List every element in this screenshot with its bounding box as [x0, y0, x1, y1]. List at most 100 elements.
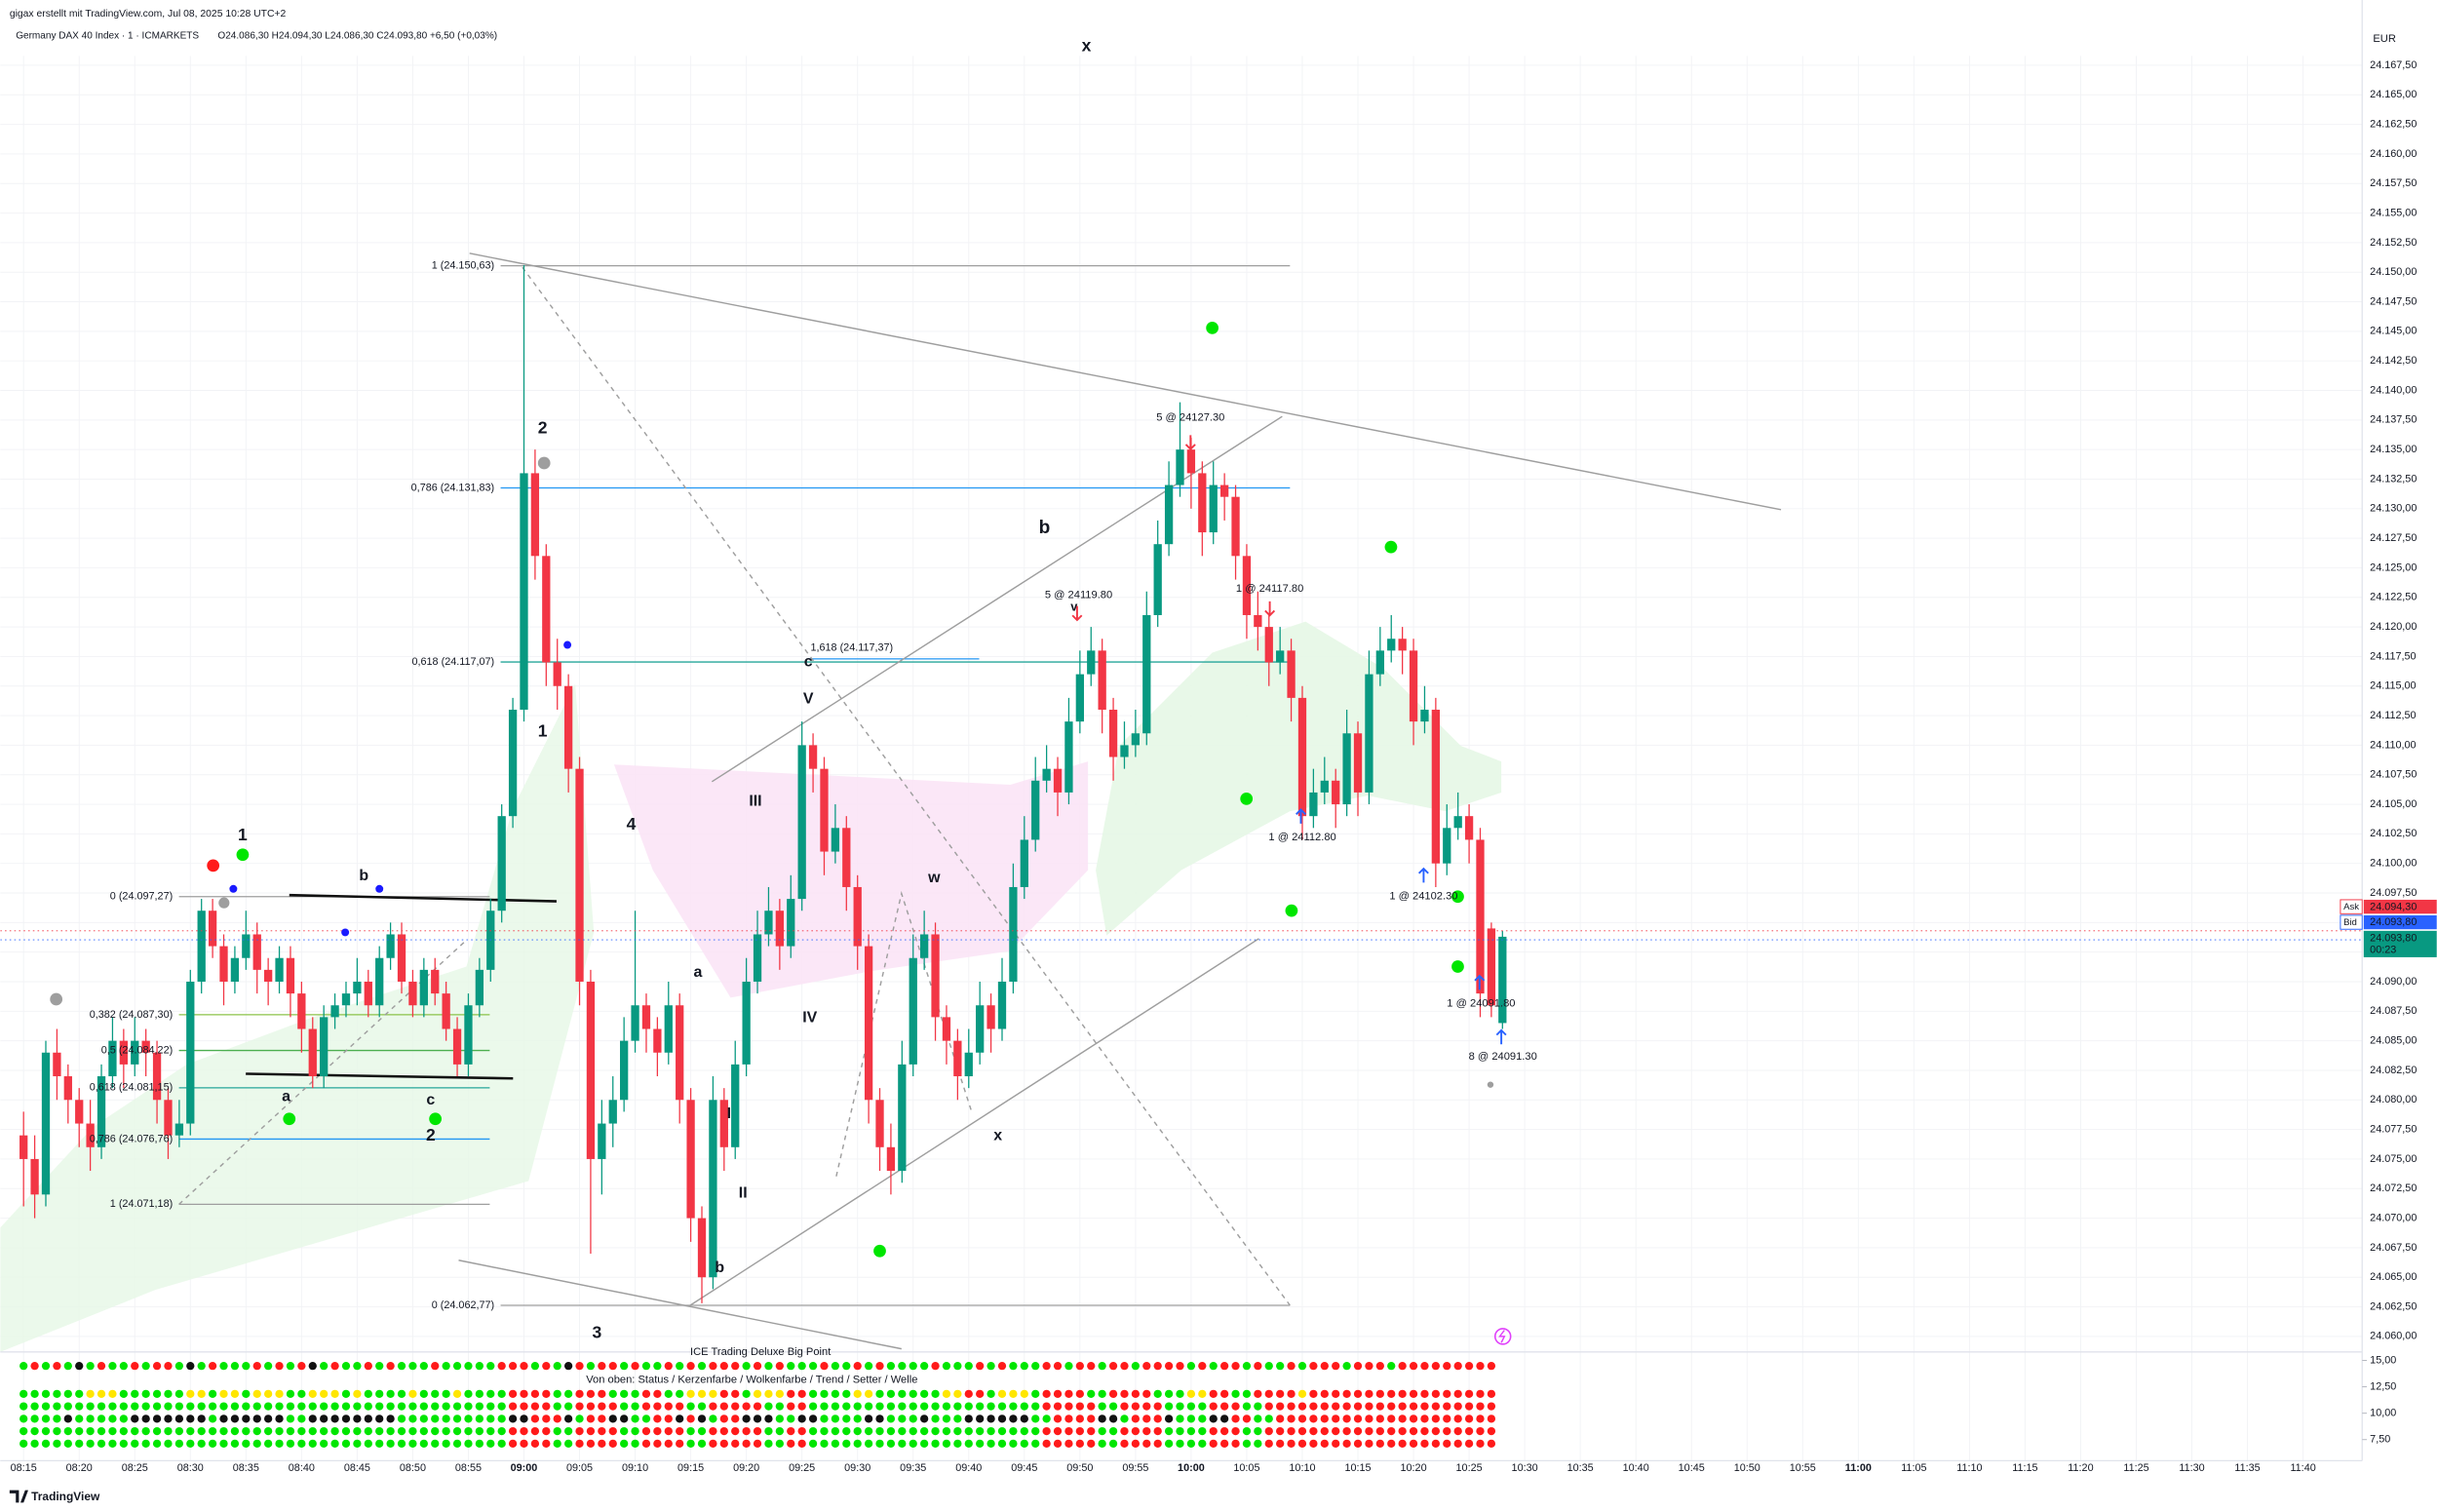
- candle-body: [575, 768, 584, 982]
- status-dot: [942, 1415, 951, 1423]
- candle-body: [1042, 768, 1051, 781]
- status-dot: [575, 1402, 584, 1411]
- status-dot: [53, 1426, 61, 1436]
- status-dot: [1453, 1362, 1462, 1371]
- candle-body: [386, 934, 395, 958]
- signal-dot: [1451, 890, 1464, 904]
- status-dot: [41, 1402, 51, 1411]
- status-dot: [1365, 1389, 1373, 1398]
- status-dot: [1320, 1389, 1329, 1398]
- status-dot: [19, 1402, 28, 1411]
- status-dot: [742, 1439, 751, 1449]
- status-dot: [97, 1362, 106, 1371]
- status-dot: [1353, 1426, 1363, 1436]
- status-dot: [230, 1415, 240, 1423]
- candle-body: [330, 1005, 339, 1018]
- status-dot: [719, 1415, 728, 1423]
- candle-body: [197, 911, 206, 982]
- candle-body: [41, 1052, 51, 1195]
- x-tick-label: 09:55: [1122, 1462, 1148, 1474]
- status-dot: [1176, 1426, 1184, 1436]
- status-dot: [1042, 1389, 1051, 1398]
- status-dot: [1042, 1402, 1051, 1411]
- status-dot: [709, 1389, 717, 1398]
- status-dot: [1164, 1362, 1174, 1371]
- status-dot: [620, 1415, 629, 1423]
- status-dot: [1087, 1426, 1096, 1436]
- candle-body: [731, 1064, 740, 1147]
- status-dot: [553, 1362, 561, 1371]
- status-dot: [1131, 1362, 1141, 1371]
- status-dot: [53, 1415, 61, 1423]
- y-tick-label: 24.135,00: [2370, 444, 2417, 455]
- status-dot: [108, 1415, 117, 1423]
- status-dot: [764, 1389, 773, 1398]
- status-dot: [1375, 1439, 1384, 1449]
- status-dot: [1287, 1439, 1296, 1449]
- status-dot: [853, 1362, 862, 1371]
- status-dot: [1453, 1426, 1462, 1436]
- annotation: 2: [538, 418, 548, 438]
- status-dot: [508, 1415, 518, 1423]
- signal-dot: [236, 848, 250, 862]
- status-dot: [787, 1389, 795, 1398]
- status-dot: [664, 1362, 673, 1371]
- status-dot: [164, 1362, 173, 1371]
- status-dot: [1254, 1426, 1262, 1436]
- status-dot: [1242, 1426, 1252, 1436]
- status-dot: [1309, 1439, 1318, 1449]
- x-tick-label: 10:00: [1178, 1462, 1205, 1474]
- status-dot: [386, 1426, 395, 1436]
- candle-body: [119, 1040, 128, 1065]
- status-dot: [208, 1426, 217, 1436]
- status-dot: [1476, 1426, 1485, 1436]
- status-dot: [1198, 1402, 1207, 1411]
- candle-body: [631, 1005, 639, 1041]
- candle-body: [1453, 816, 1462, 829]
- status-dot: [186, 1426, 195, 1436]
- candle-body: [753, 934, 762, 982]
- status-dot: [364, 1362, 372, 1371]
- status-dot: [30, 1402, 39, 1411]
- status-dot: [353, 1389, 362, 1398]
- status-dot: [920, 1426, 929, 1436]
- trendline: [469, 252, 1782, 511]
- status-dot: [1009, 1415, 1018, 1423]
- status-dot: [141, 1439, 150, 1449]
- status-dot: [174, 1426, 184, 1436]
- status-dot: [1176, 1402, 1184, 1411]
- status-dot: [686, 1402, 695, 1411]
- status-dot: [787, 1426, 795, 1436]
- status-dot: [1087, 1402, 1096, 1411]
- y-tick-label: 24.112,50: [2370, 710, 2416, 721]
- y-tick-label: 24.157,50: [2370, 177, 2417, 189]
- status-dot: [486, 1362, 495, 1371]
- status-dot: [297, 1415, 306, 1423]
- status-dot: [1443, 1402, 1451, 1411]
- status-dot: [598, 1402, 606, 1411]
- status-dot: [452, 1389, 462, 1398]
- status-dot: [97, 1439, 106, 1449]
- annotation: x: [1082, 35, 1092, 55]
- candle-body: [620, 1040, 629, 1101]
- candle-body: [1431, 710, 1441, 864]
- status-dot: [419, 1362, 428, 1371]
- status-dot: [431, 1439, 440, 1449]
- status-dot: [1320, 1362, 1329, 1371]
- status-dot: [230, 1402, 240, 1411]
- candle-body: [1409, 650, 1418, 722]
- status-dot: [719, 1389, 728, 1398]
- annotation: I: [727, 1105, 731, 1122]
- annotation: a: [694, 964, 703, 981]
- status-dot: [676, 1402, 684, 1411]
- status-dot: [653, 1415, 662, 1423]
- annotation: 1 (24.071,18): [110, 1198, 173, 1210]
- status-dot: [864, 1415, 873, 1423]
- candle-body: [1276, 650, 1285, 663]
- status-dot: [775, 1402, 785, 1411]
- status-dot: [631, 1426, 639, 1436]
- quote-tag: [2340, 914, 2363, 930]
- annotation: 0,618 (24.117,07): [411, 656, 494, 668]
- status-dot: [853, 1402, 862, 1411]
- status-dot: [1031, 1362, 1040, 1371]
